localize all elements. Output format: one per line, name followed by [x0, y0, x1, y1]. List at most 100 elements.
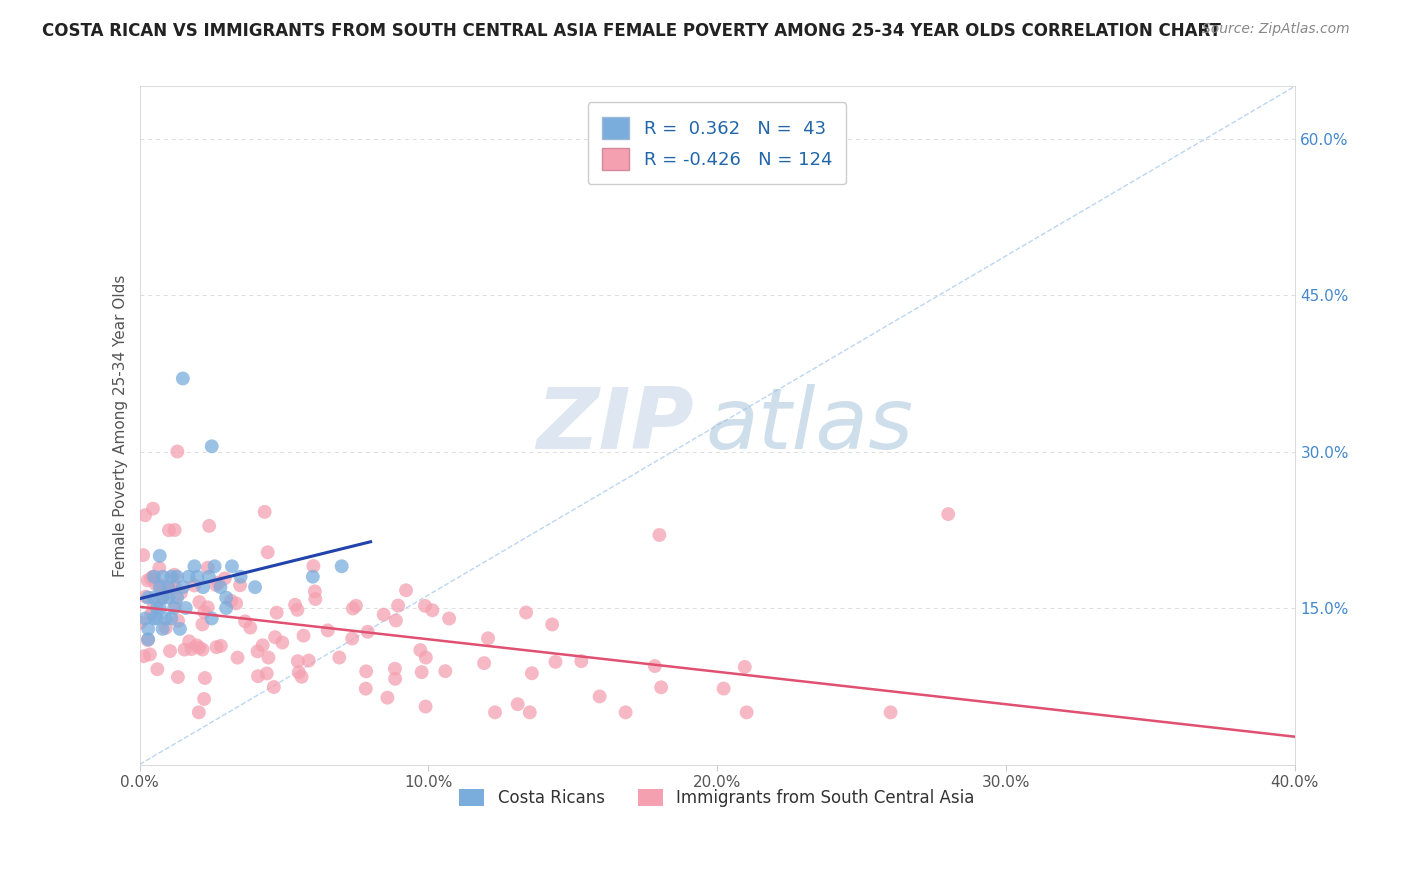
- Point: [330, 559, 353, 574]
- Point: [204, 559, 226, 574]
- Point: [377, 690, 399, 705]
- Point: [145, 577, 167, 591]
- Point: [177, 570, 200, 584]
- Point: [650, 681, 672, 695]
- Point: [239, 621, 262, 635]
- Point: [477, 632, 499, 646]
- Y-axis label: Female Poverty Among 25-34 Year Olds: Female Poverty Among 25-34 Year Olds: [114, 274, 128, 576]
- Point: [198, 570, 221, 584]
- Point: [301, 570, 323, 584]
- Point: [256, 545, 278, 559]
- Point: [194, 671, 217, 685]
- Point: [936, 507, 959, 521]
- Point: [328, 650, 350, 665]
- Point: [252, 638, 274, 652]
- Point: [166, 591, 188, 605]
- Point: [225, 596, 247, 610]
- Point: [139, 648, 162, 662]
- Point: [166, 444, 188, 458]
- Point: [155, 621, 177, 635]
- Point: [257, 650, 280, 665]
- Point: [167, 614, 190, 628]
- Point: [152, 591, 174, 605]
- Point: [519, 706, 541, 720]
- Point: [415, 650, 437, 665]
- Point: [288, 665, 311, 680]
- Point: [395, 583, 418, 598]
- Point: [253, 505, 276, 519]
- Point: [226, 650, 249, 665]
- Point: [143, 591, 166, 605]
- Point: [174, 601, 197, 615]
- Point: [437, 611, 460, 625]
- Point: [159, 644, 181, 658]
- Point: [148, 561, 170, 575]
- Point: [373, 607, 395, 622]
- Point: [155, 586, 177, 600]
- Point: [198, 519, 221, 533]
- Point: [136, 632, 159, 647]
- Point: [157, 580, 180, 594]
- Point: [135, 590, 157, 604]
- Point: [340, 632, 363, 646]
- Point: [142, 501, 165, 516]
- Point: [215, 601, 238, 615]
- Point: [132, 649, 155, 664]
- Point: [132, 548, 155, 562]
- Text: COSTA RICAN VS IMMIGRANTS FROM SOUTH CENTRAL ASIA FEMALE POVERTY AMONG 25-34 YEA: COSTA RICAN VS IMMIGRANTS FROM SOUTH CEN…: [42, 22, 1220, 40]
- Point: [169, 622, 191, 636]
- Point: [187, 706, 209, 720]
- Point: [163, 567, 186, 582]
- Point: [263, 680, 285, 694]
- Point: [146, 662, 169, 676]
- Point: [142, 570, 165, 584]
- Point: [136, 574, 159, 588]
- Point: [735, 706, 758, 720]
- Text: ZIP: ZIP: [537, 384, 695, 467]
- Point: [160, 570, 183, 584]
- Point: [188, 640, 211, 655]
- Point: [287, 654, 309, 668]
- Point: [149, 580, 172, 594]
- Point: [291, 670, 314, 684]
- Point: [302, 559, 325, 574]
- Point: [520, 666, 543, 681]
- Point: [191, 580, 214, 594]
- Point: [139, 571, 162, 585]
- Point: [243, 580, 266, 594]
- Point: [221, 559, 243, 574]
- Point: [544, 655, 567, 669]
- Point: [149, 601, 172, 615]
- Point: [188, 595, 211, 609]
- Point: [149, 549, 172, 563]
- Point: [734, 660, 756, 674]
- Point: [233, 615, 256, 629]
- Point: [170, 586, 193, 600]
- Point: [354, 681, 377, 696]
- Text: atlas: atlas: [706, 384, 914, 467]
- Point: [648, 528, 671, 542]
- Point: [136, 622, 159, 636]
- Point: [150, 579, 173, 593]
- Point: [229, 578, 252, 592]
- Point: [143, 570, 166, 584]
- Point: [271, 635, 294, 649]
- Point: [387, 599, 409, 613]
- Point: [163, 523, 186, 537]
- Point: [129, 615, 152, 630]
- Point: [201, 611, 224, 625]
- Point: [143, 611, 166, 625]
- Point: [515, 606, 537, 620]
- Point: [384, 672, 406, 686]
- Point: [193, 605, 215, 619]
- Point: [506, 697, 529, 711]
- Point: [246, 644, 269, 658]
- Point: [146, 601, 169, 615]
- Point: [205, 578, 228, 592]
- Point: [411, 665, 433, 679]
- Point: [266, 606, 288, 620]
- Point: [136, 633, 159, 648]
- Point: [304, 584, 326, 599]
- Point: [354, 665, 377, 679]
- Point: [165, 597, 187, 611]
